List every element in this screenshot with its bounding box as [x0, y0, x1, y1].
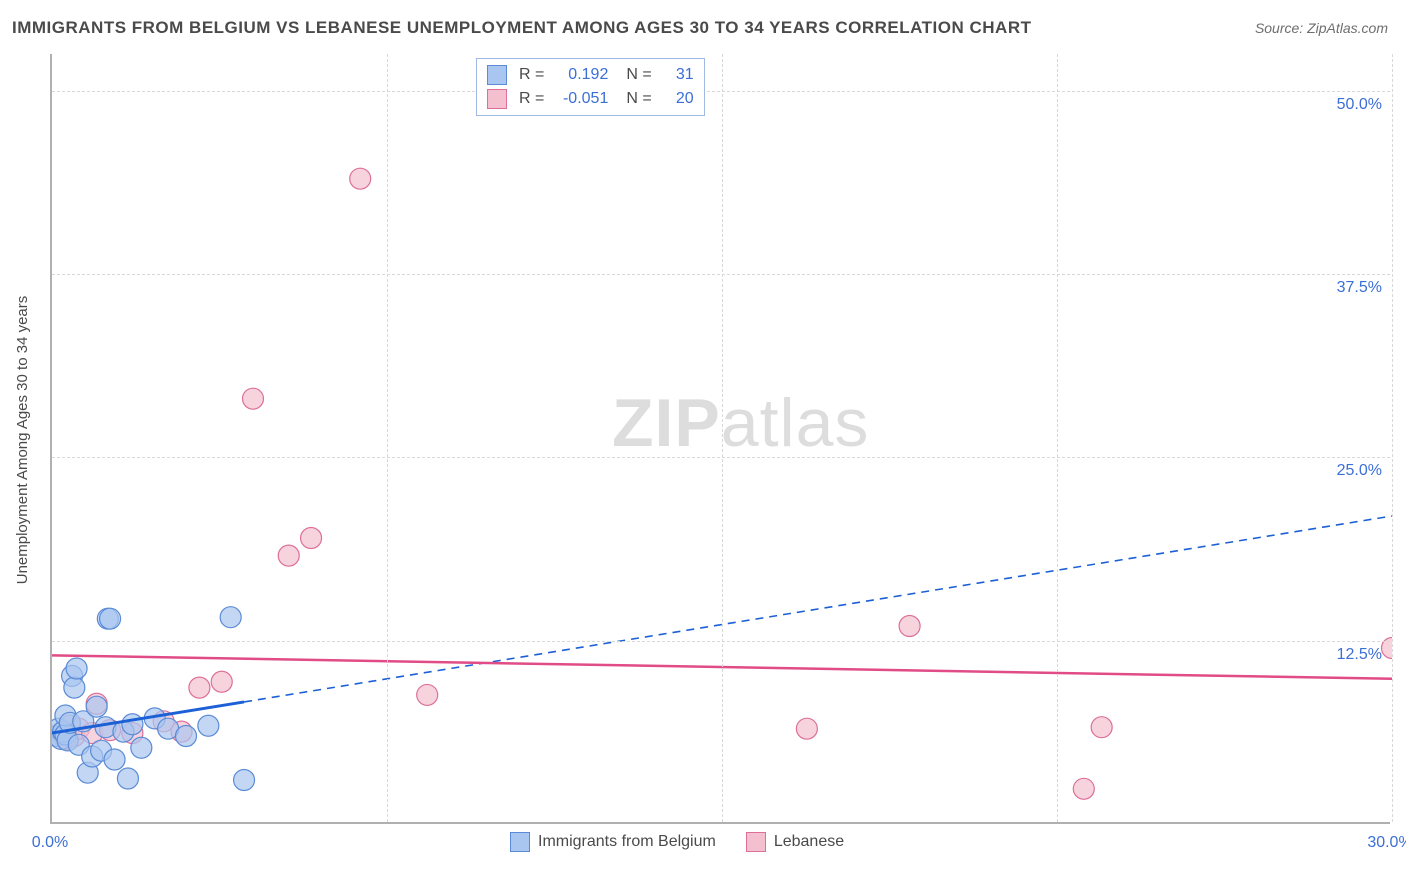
stats-row: R = -0.051 N = 20: [487, 87, 694, 111]
source-label: Source:: [1255, 20, 1307, 36]
x-tick-label: 0.0%: [32, 834, 68, 852]
y-tick-label: 37.5%: [1337, 279, 1382, 297]
swatch-icon: [510, 832, 530, 852]
data-point-lebanese: [1091, 717, 1112, 738]
y-tick-label: 12.5%: [1337, 646, 1382, 664]
r-value: 0.192: [556, 66, 608, 84]
data-point-lebanese: [189, 677, 210, 698]
data-point-lebanese: [278, 545, 299, 566]
chart-title: IMMIGRANTS FROM BELGIUM VS LEBANESE UNEM…: [12, 18, 1031, 38]
y-tick-label: 50.0%: [1337, 96, 1382, 114]
n-label: N =: [626, 90, 651, 108]
gridline-vertical: [722, 54, 723, 822]
n-value: 31: [664, 66, 694, 84]
x-tick-label: 30.0%: [1367, 834, 1406, 852]
r-value: -0.051: [556, 90, 608, 108]
data-point-lebanese: [243, 388, 264, 409]
r-label: R =: [519, 66, 544, 84]
legend-label: Lebanese: [774, 833, 844, 851]
data-point-belgium: [176, 726, 197, 747]
plot-area: ZIPatlas 12.5%25.0%37.5%50.0%: [50, 54, 1390, 824]
data-point-lebanese: [796, 718, 817, 739]
data-point-lebanese: [899, 616, 920, 637]
data-point-belgium: [104, 749, 125, 770]
data-point-belgium: [131, 737, 152, 758]
data-point-lebanese: [1073, 778, 1094, 799]
legend-item: Lebanese: [746, 832, 844, 852]
n-value: 20: [664, 90, 694, 108]
y-tick-label: 25.0%: [1337, 462, 1382, 480]
data-point-lebanese: [417, 684, 438, 705]
legend-label: Immigrants from Belgium: [538, 833, 716, 851]
trendline-belgium-dashed: [244, 516, 1392, 702]
data-point-belgium: [220, 607, 241, 628]
data-point-belgium: [64, 677, 85, 698]
stats-row: R = 0.192 N = 31: [487, 63, 694, 87]
y-axis-title: Unemployment Among Ages 30 to 34 years: [14, 296, 31, 585]
r-label: R =: [519, 90, 544, 108]
data-point-belgium: [234, 770, 255, 791]
source-attribution: Source: ZipAtlas.com: [1255, 20, 1388, 36]
gridline-vertical: [387, 54, 388, 822]
gridline-vertical: [1392, 54, 1393, 822]
data-point-belgium: [122, 714, 143, 735]
gridline-horizontal: [52, 91, 1390, 92]
data-point-lebanese: [350, 168, 371, 189]
data-point-lebanese: [301, 528, 322, 549]
gridline-horizontal: [52, 274, 1390, 275]
swatch-icon: [487, 89, 507, 109]
swatch-icon: [487, 65, 507, 85]
series-legend: Immigrants from Belgium Lebanese: [510, 832, 844, 852]
data-point-belgium: [66, 658, 87, 679]
data-point-belgium: [100, 608, 121, 629]
gridline-vertical: [1057, 54, 1058, 822]
legend-item: Immigrants from Belgium: [510, 832, 716, 852]
data-point-belgium: [86, 696, 107, 717]
data-point-belgium: [198, 715, 219, 736]
n-label: N =: [626, 66, 651, 84]
data-point-belgium: [117, 768, 138, 789]
gridline-horizontal: [52, 641, 1390, 642]
swatch-icon: [746, 832, 766, 852]
source-value: ZipAtlas.com: [1307, 20, 1388, 36]
gridline-horizontal: [52, 457, 1390, 458]
stats-legend-box: R = 0.192 N = 31 R = -0.051 N = 20: [476, 58, 705, 116]
data-point-lebanese: [211, 671, 232, 692]
